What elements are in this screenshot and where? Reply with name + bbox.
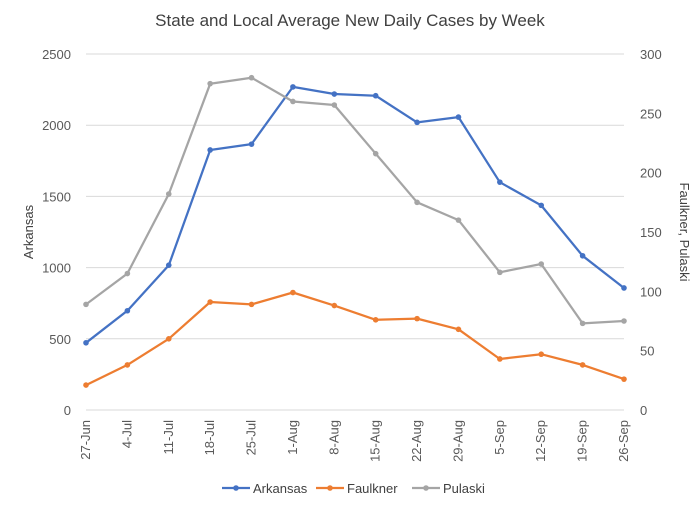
data-point [290,98,296,105]
x-tick-label: 19-Sep [575,420,590,462]
series-faulkner [83,289,627,388]
legend-label: Pulaski [443,481,485,496]
left-tick-label: 2500 [42,47,71,62]
x-tick-label: 27-Jun [78,420,93,460]
data-point [579,252,586,259]
right-tick-label: 50 [640,344,654,359]
data-point [165,336,172,342]
data-point [621,318,627,324]
right-tick-label: 150 [640,225,662,240]
data-point [372,150,379,157]
data-point [331,91,338,97]
data-point [497,356,503,362]
data-point [414,199,420,206]
x-tick-label: 26-Sep [616,420,631,462]
series [83,74,627,388]
data-point [124,362,131,368]
data-point [165,191,172,197]
legend-item-pulaski: Pulaski [412,481,485,496]
left-tick-label: 500 [49,332,71,347]
data-point [331,102,338,108]
data-point [455,217,462,223]
data-point [207,299,213,305]
right-axis-ticks: 0 50 100 150 200 250 300 [640,47,662,418]
left-axis-ticks: 0 500 1000 1500 2000 2500 [42,47,71,418]
data-point [248,301,255,308]
x-tick-label: 5-Sep [492,420,507,455]
series-line [84,76,626,325]
right-tick-label: 300 [640,47,662,62]
x-tick-label: 29-Aug [450,420,465,462]
series-pulaski [83,74,627,327]
data-point [579,362,586,368]
x-tick-label: 22-Aug [409,420,424,462]
x-tick-label: 12-Sep [533,420,548,462]
data-point [538,261,545,267]
right-tick-label: 100 [640,284,662,299]
gridlines [86,53,624,411]
data-point [124,307,131,314]
x-tick-label: 15-Aug [368,420,383,462]
data-point [497,179,503,185]
x-tick-label: 4-Jul [119,420,134,448]
chart-title: State and Local Average New Daily Cases … [155,11,545,30]
series-arkansas [83,84,627,346]
data-point [621,285,627,291]
data-point [497,269,503,276]
data-point [207,147,213,153]
x-axis-ticks: 27-Jun 4-Jul 11-Jul 18-Jul 25-Jul 1-Aug 8-Aug 1… [78,420,631,462]
data-point [579,320,586,327]
left-tick-label: 0 [64,403,71,418]
series-line [84,85,626,344]
data-point [455,114,462,120]
x-tick-label: 11-Jul [161,420,176,455]
data-point [372,317,379,323]
data-point [290,84,296,90]
left-axis-label: Arkansas [21,204,36,259]
x-tick-label: 18-Jul [202,420,217,456]
data-point [455,326,462,333]
legend-label: Faulkner [347,481,398,496]
data-point [414,315,420,322]
left-tick-label: 1000 [42,261,71,276]
data-point [538,202,545,209]
data-point [124,270,131,277]
data-point [83,301,89,308]
left-tick-label: 1500 [42,189,71,204]
data-point [331,302,338,309]
data-point [248,74,255,81]
right-tick-label: 250 [640,106,662,121]
x-tick-label: 1-Aug [285,420,300,455]
legend-marker [327,485,333,491]
x-tick-label: 25-Jul [244,420,259,456]
legend-item-arkansas: Arkansas [222,481,308,496]
data-point [621,376,627,382]
data-point [290,289,296,296]
legend-marker [423,485,429,491]
data-point [372,92,379,99]
data-point [165,262,172,268]
right-tick-label: 0 [640,403,647,418]
right-tick-label: 200 [640,166,662,181]
data-point [207,80,213,87]
data-point [248,141,255,147]
right-axis-label: Faulkner, Pulaski [677,183,692,282]
x-tick-label: 8-Aug [326,420,341,455]
legend: Arkansas Faulkner Pulaski [222,481,485,496]
legend-item-faulkner: Faulkner [316,481,398,496]
data-point [538,351,545,358]
series-line [84,291,626,387]
legend-marker [233,485,239,491]
data-point [83,339,89,346]
data-point [414,119,420,126]
left-tick-label: 2000 [42,118,71,133]
data-point [83,382,89,388]
legend-label: Arkansas [253,481,308,496]
